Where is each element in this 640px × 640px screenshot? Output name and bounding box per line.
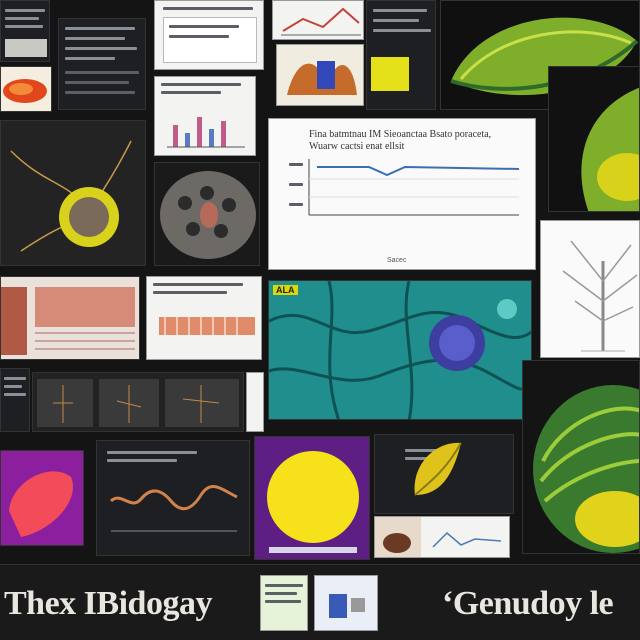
- chart-thumbnail-icon: [281, 7, 361, 36]
- tissue-icon: [1, 451, 83, 545]
- doc-panel-top-2: [58, 18, 146, 110]
- thumbnail-document: [260, 575, 308, 631]
- tree-diagram-panel: [540, 220, 640, 358]
- doc-panel-mid-right: [246, 372, 264, 432]
- illustration-panel-top-5: [276, 44, 364, 106]
- wave-chart-icon: [109, 485, 238, 532]
- cell-micrograph-panel: ALA: [268, 280, 532, 420]
- tree-icon: [562, 240, 638, 352]
- root-diagram-panel: [32, 372, 244, 432]
- tissue-stain-panel: [0, 276, 140, 360]
- doc-panel-top-3: [154, 0, 264, 70]
- caption-strip: Thex IBidogay ‘Genudoy le: [0, 564, 640, 640]
- figure-icon: [329, 594, 365, 618]
- coral-3d-render: [522, 360, 640, 554]
- specimen-chart-icon: [375, 517, 502, 557]
- thumbnail-figure: [314, 575, 378, 631]
- leaf-section-icon: [414, 442, 462, 496]
- sphere-icon: [255, 437, 369, 559]
- tissue-sample-icon: [1, 67, 51, 111]
- pink-tissue-panel: [0, 450, 84, 546]
- doc-panel-top-6: [366, 0, 436, 110]
- micrograph-badge: ALA: [273, 285, 298, 295]
- caption-left: Thex IBidogay: [4, 585, 212, 622]
- doc-panel-left-mid: [0, 368, 30, 432]
- striped-chart-panel: [146, 276, 262, 360]
- leaf-section-panel: [374, 434, 514, 514]
- doc-panel-top-left: [0, 0, 50, 62]
- caption-right: ‘Genudoy le: [442, 585, 614, 622]
- cell-diagram-icon: [1, 121, 145, 265]
- bar-chart-panel: [154, 76, 256, 156]
- wave-chart-panel: [96, 440, 250, 556]
- leaf-cross-section-icon: [549, 67, 639, 211]
- anatomy-illustration-icon: [277, 45, 363, 105]
- histology-icon: [1, 277, 139, 359]
- coral-icon: [523, 361, 639, 553]
- specimen-chart-panel: [374, 516, 510, 558]
- diagram-panel-top-4: [272, 0, 364, 40]
- bar-chart-icon: [167, 117, 245, 148]
- lotus-root-image: [154, 162, 260, 266]
- line-chart-footer: Sacec: [387, 257, 407, 264]
- line-chart-plot: [308, 159, 520, 216]
- line-chart-panel: Fina batmtnau IM Sieoanctaa Bsato porace…: [268, 118, 536, 270]
- leaf-3d-render-2: [548, 66, 640, 212]
- stripe-chart-icon: [159, 317, 255, 335]
- sphere-panel: [254, 436, 370, 560]
- seed-pod-icon: [155, 163, 259, 265]
- cell-icon: [269, 281, 531, 419]
- root-diagram-icon: [33, 373, 243, 431]
- neuron-diagram-panel: [0, 120, 146, 266]
- specimen-photo-red: [0, 66, 52, 112]
- line-chart-title: Fina batmtnau IM Sieoanctaa Bsato porace…: [309, 129, 492, 152]
